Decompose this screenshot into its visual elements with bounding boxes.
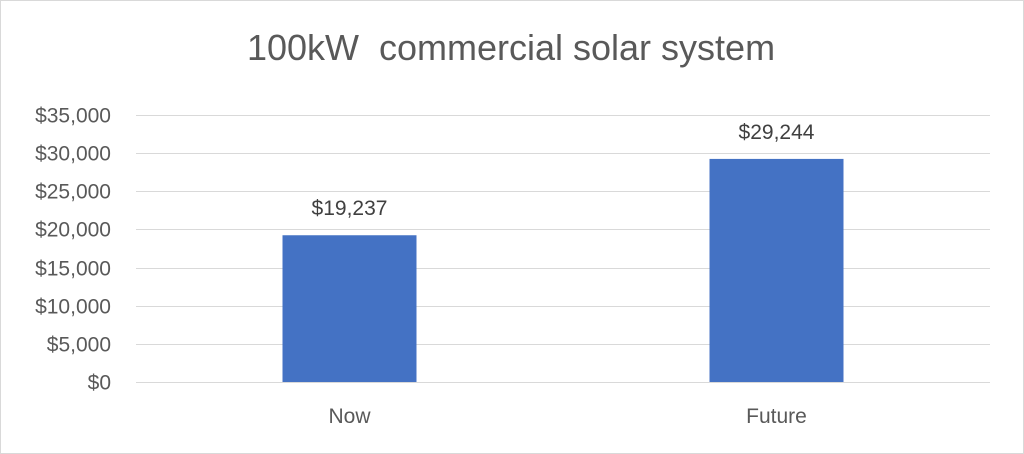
- y-tick-label: $20,000: [35, 219, 111, 242]
- bar-now: [282, 235, 417, 382]
- data-label: $19,237: [312, 197, 388, 220]
- y-tick-label: $15,000: [35, 258, 111, 281]
- y-tick-label: $10,000: [35, 296, 111, 319]
- x-category-label: Now: [328, 405, 371, 428]
- data-label: $29,244: [739, 121, 815, 144]
- y-tick-label: $0: [88, 372, 111, 395]
- gridlines: [136, 115, 990, 383]
- y-tick-label: $5,000: [47, 334, 111, 357]
- y-axis-ticks: $0 $5,000 $10,000 $15,000 $20,000 $25,000 $30,…: [35, 105, 111, 395]
- y-tick-label: $35,000: [35, 105, 111, 128]
- x-category-label: Future: [746, 405, 807, 428]
- y-tick-label: $25,000: [35, 181, 111, 204]
- y-tick-label: $30,000: [35, 143, 111, 166]
- chart-title: 100kW commercial solar system: [246, 27, 776, 68]
- data-labels: $19,237 $29,244: [312, 121, 815, 220]
- bars: [282, 158, 844, 382]
- x-axis-categories: Now Future: [328, 405, 806, 428]
- bar-future: [709, 158, 844, 382]
